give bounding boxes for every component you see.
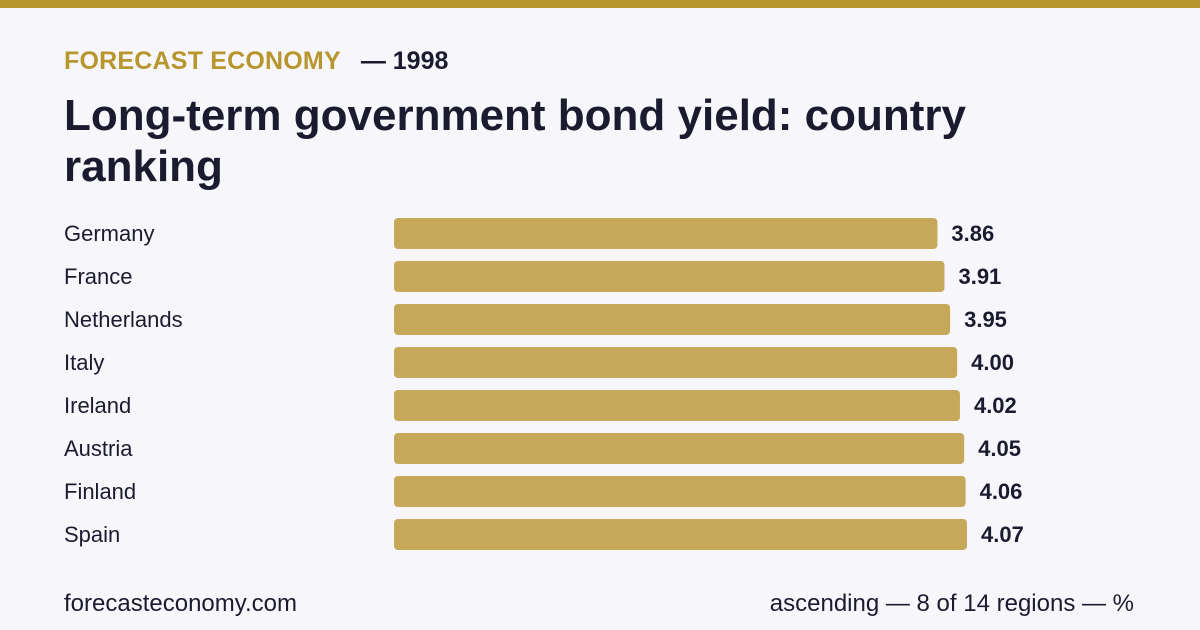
top-accent-bar [0,0,1200,8]
category-label: Germany [64,221,154,246]
category-label: Finland [64,479,136,504]
bar [394,390,960,421]
value-label: 4.00 [971,350,1014,375]
value-label: 3.95 [964,307,1007,332]
category-label: France [64,264,132,289]
category-label: Spain [64,522,120,547]
kicker: FORECAST ECONOMY — 1998 [64,46,448,76]
bar [394,304,951,335]
chart-title: Long-term government bond yield: country… [64,91,967,191]
bar [394,519,967,550]
footer-note: ascending — 8 of 14 regions — % [769,590,1134,617]
bar [394,347,958,378]
year-label: — 1998 [360,46,449,75]
brand-name: FORECAST ECONOMY [64,46,341,75]
value-label: 4.07 [981,522,1024,547]
category-label: Ireland [64,393,131,418]
value-label: 3.91 [958,264,1001,289]
bar [394,433,965,464]
value-label: 4.05 [978,436,1021,461]
value-label: 4.06 [980,479,1023,504]
bar [394,261,945,292]
value-label: 4.02 [974,393,1017,418]
bar-chart: Germany 3.86 France 3.91 Netherlands 3.95 Ital… [64,218,1024,550]
category-label: Netherlands [64,307,183,332]
bar [394,218,938,249]
category-label: Austria [64,436,133,461]
bar [394,476,966,507]
category-label: Italy [64,350,104,375]
value-label: 3.86 [951,221,994,246]
source-label: forecasteconomy.com [64,590,297,617]
